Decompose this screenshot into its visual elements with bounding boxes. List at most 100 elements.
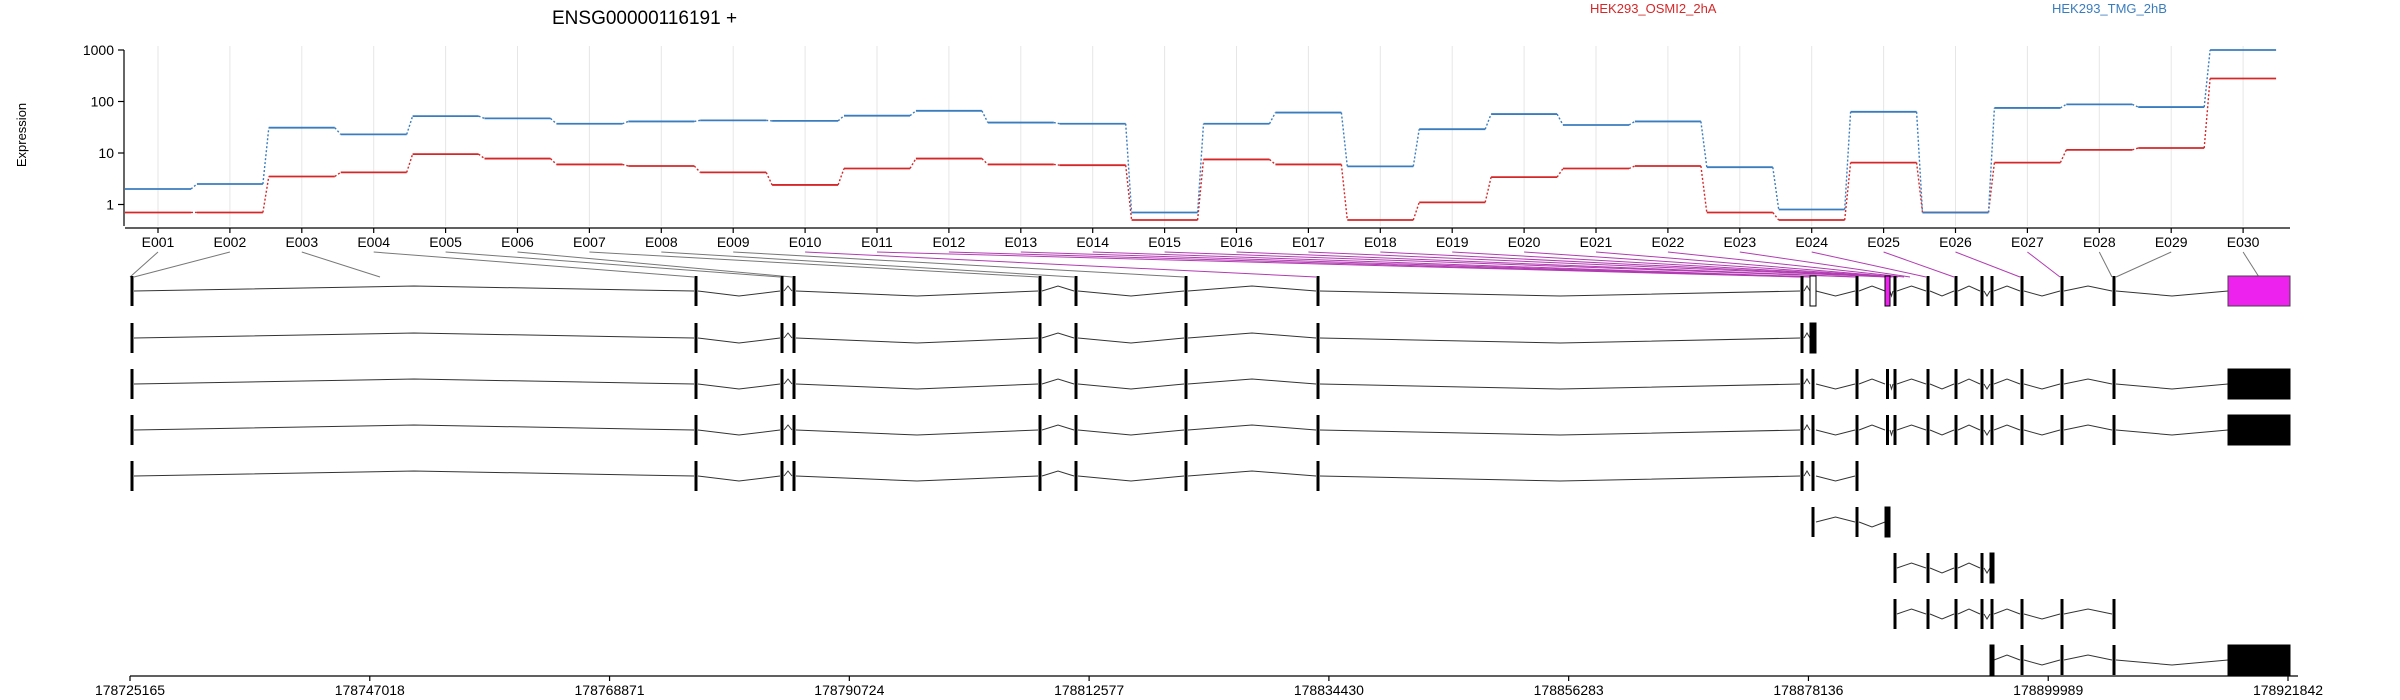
intron: [1957, 285, 1981, 292]
intron: [795, 429, 1039, 436]
x-tick-label-E025: E025: [1867, 234, 1900, 250]
x-tick-label-E018: E018: [1364, 234, 1397, 250]
connector-E013: [1020, 251, 1811, 278]
intron: [1957, 562, 1981, 569]
link-HEK293_TMG_2hB-E020: [1556, 113, 1564, 126]
x-tick-label-E026: E026: [1939, 234, 1972, 250]
genomic-tick-label-5: 178834430: [1294, 682, 1364, 698]
intron: [1993, 424, 2021, 431]
link-HEK293_OSMI2_2hA-E005: [478, 153, 485, 160]
intron: [1077, 429, 1185, 436]
x-tick-label-E024: E024: [1795, 234, 1828, 250]
link-HEK293_TMG_2hB-E012: [981, 110, 989, 123]
link-HEK293_TMG_2hB-E022: [1700, 121, 1708, 168]
connector-E009: [733, 251, 1185, 278]
link-HEK293_OSMI2_2hA-E006: [550, 158, 557, 165]
intron: [1983, 429, 1991, 436]
y-axis-label: Expression: [14, 103, 29, 167]
exon: [1989, 552, 1995, 584]
intron: [1187, 378, 1317, 385]
exon: [2227, 275, 2291, 307]
legend-label-tmg: HEK293_TMG_2hB: [2052, 1, 2167, 16]
intron: [1929, 613, 1955, 620]
transcript-2: [130, 322, 1817, 354]
exon: [2227, 644, 2291, 676]
exon: [2227, 414, 2291, 446]
x-tick-label-E003: E003: [285, 234, 318, 250]
genomic-tick-label-0: 178725165: [95, 682, 165, 698]
x-tick-label-E009: E009: [717, 234, 750, 250]
intron: [1957, 424, 1981, 431]
transcript-7: [1893, 552, 1995, 584]
intron: [1077, 290, 1185, 297]
intron: [2023, 659, 2061, 666]
intron: [2023, 613, 2061, 620]
intron: [133, 332, 695, 339]
intron: [1983, 290, 1991, 297]
intron: [1896, 424, 1927, 431]
exon: [1809, 322, 1817, 354]
intron: [1803, 424, 1811, 431]
intron: [2063, 285, 2113, 292]
x-tick-label-E014: E014: [1076, 234, 1109, 250]
intron: [783, 285, 793, 292]
connector-E010: [805, 251, 1317, 278]
intron: [2063, 608, 2113, 615]
transcript-9: [1989, 644, 2291, 676]
intron: [1077, 475, 1185, 482]
intron: [1983, 383, 1991, 390]
connector-E007: [589, 251, 1039, 278]
intron: [1929, 429, 1955, 436]
connector-E029: [2115, 251, 2172, 278]
intron: [1889, 383, 1894, 391]
link-HEK293_TMG_2hB-E006: [550, 117, 557, 125]
intron: [1993, 378, 2021, 385]
intron: [1929, 567, 1955, 574]
connector-E025: [1883, 251, 1955, 278]
intron: [1041, 332, 1075, 339]
intron: [1187, 424, 1317, 431]
connector-E024: [1811, 251, 1927, 278]
intron: [1187, 285, 1317, 292]
link-HEK293_OSMI2_2hA-E004: [406, 153, 414, 173]
x-tick-label-E017: E017: [1292, 234, 1325, 250]
link-HEK293_TMG_2hB-E021: [1628, 120, 1636, 126]
intron: [133, 378, 695, 385]
intron: [1815, 475, 1856, 482]
link-HEK293_TMG_2hB-E026: [1987, 107, 1996, 213]
intron: [1957, 608, 1981, 615]
x-tick-label-E006: E006: [501, 234, 534, 250]
link-HEK293_TMG_2hB-E028: [2132, 103, 2139, 108]
link-HEK293_OSMI2_2hA-E010: [837, 168, 845, 186]
intron: [1815, 429, 1856, 436]
x-tick-label-E030: E030: [2227, 234, 2260, 250]
y-tick-label-1: 1: [106, 196, 114, 212]
intron: [1319, 290, 1801, 297]
transcript-1: [130, 275, 2291, 307]
x-tick-label-E020: E020: [1508, 234, 1541, 250]
intron: [2115, 659, 2229, 666]
intron: [133, 470, 695, 477]
link-HEK293_OSMI2_2hA-E017: [1340, 164, 1348, 221]
link-HEK293_OSMI2_2hA-E027: [2059, 149, 2067, 163]
intron: [1929, 383, 1955, 390]
intron: [2063, 378, 2113, 385]
x-tick-label-E015: E015: [1148, 234, 1181, 250]
intron: [2115, 290, 2229, 297]
intron: [697, 383, 781, 390]
intron: [1319, 429, 1801, 436]
genomic-tick-label-9: 178921842: [2253, 682, 2323, 698]
intron: [2023, 290, 2061, 297]
x-tick-label-E011: E011: [861, 234, 893, 250]
intron: [1815, 290, 1856, 297]
link-HEK293_TMG_2hB-E005: [478, 115, 485, 120]
genomic-tick-label-4: 178812577: [1054, 682, 1124, 698]
intron: [1041, 285, 1075, 292]
x-tick-label-E027: E027: [2011, 234, 2044, 250]
intron: [2115, 383, 2229, 390]
intron: [1041, 424, 1075, 431]
exon: [1809, 275, 1817, 307]
intron: [1041, 378, 1075, 385]
intron: [783, 332, 793, 339]
